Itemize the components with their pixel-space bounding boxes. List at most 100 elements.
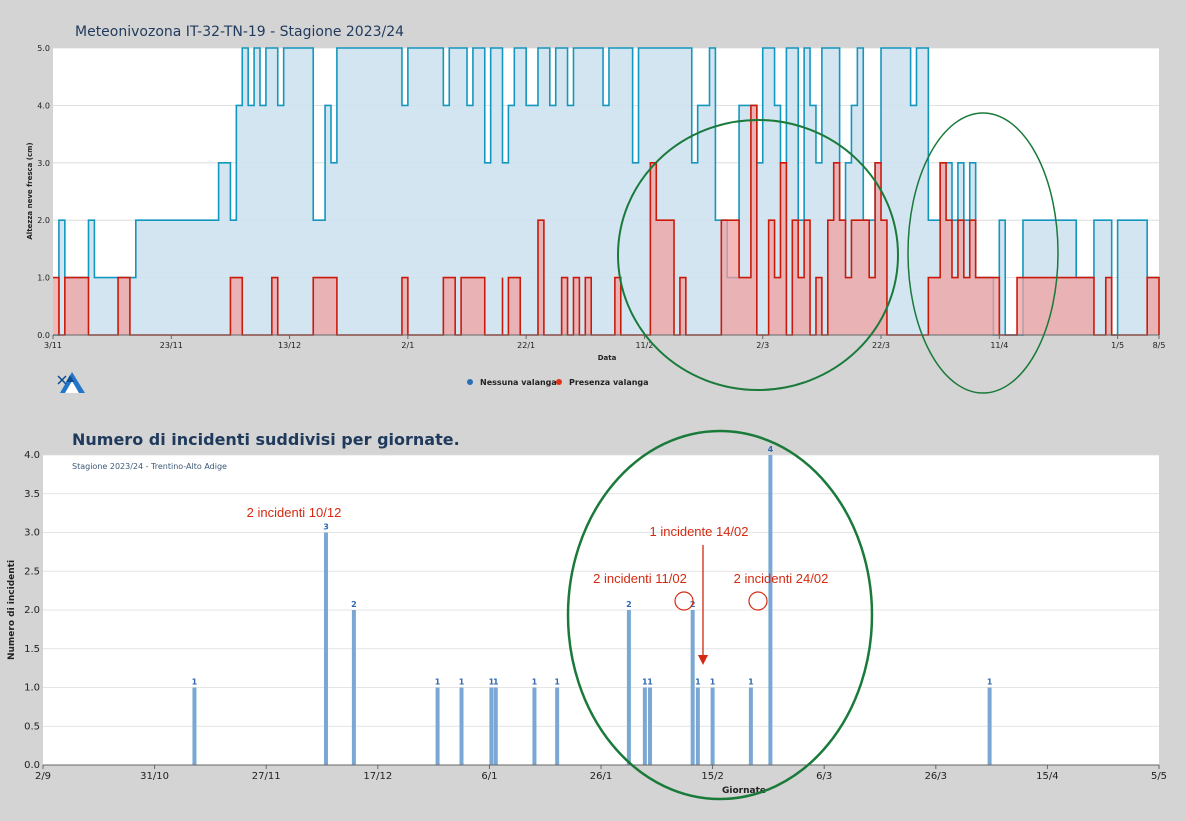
top-y-tick-label: 4.0 xyxy=(37,101,50,110)
bottom-y-tick-label: 0.0 xyxy=(24,760,40,771)
incident-bar-label: 2 xyxy=(626,600,632,609)
bottom-x-tick-label: 31/10 xyxy=(140,771,169,782)
bottom-y-tick-label: 0.5 xyxy=(24,721,40,732)
green-ellipse-top-right xyxy=(907,112,1059,394)
incident-bar-label: 1 xyxy=(532,678,538,687)
top-x-tick-label: 13/12 xyxy=(278,341,301,350)
top-y-ticks: 0.0 1.0 2.0 3.0 4.0 5.0 xyxy=(37,44,50,340)
legend-marker-nessuna xyxy=(467,379,473,385)
top-x-tick-label: 3/11 xyxy=(44,341,62,350)
incident-bar-label: 1 xyxy=(459,678,465,687)
bottom-y-axis-label: Numero di incidenti xyxy=(7,560,17,660)
top-x-axis-label: Data xyxy=(598,354,617,362)
bottom-x-tick-label: 6/3 xyxy=(816,771,832,782)
top-y-tick-label: 5.0 xyxy=(37,44,50,53)
incident-bar xyxy=(642,687,647,765)
green-ellipse-bottom xyxy=(566,429,874,801)
bottom-y-tick-label: 4.0 xyxy=(24,450,40,461)
incident-bar xyxy=(192,687,197,765)
bottom-x-tick-label: 6/1 xyxy=(481,771,497,782)
incident-bar xyxy=(748,687,753,765)
annotation-14-02: 1 incidente 14/02 xyxy=(649,524,748,539)
top-y-tick-label: 2.0 xyxy=(37,216,50,225)
top-chart-title: Meteonivozona IT-32-TN-19 - Stagione 202… xyxy=(75,24,404,40)
top-y-tick-label: 0.0 xyxy=(37,331,50,340)
top-y-tick-label: 3.0 xyxy=(37,159,50,168)
bottom-y-tick-label: 3.5 xyxy=(24,489,40,500)
bottom-x-tick-label: 2/9 xyxy=(35,771,51,782)
bottom-y-tick-label: 1.5 xyxy=(24,644,40,655)
bottom-y-tick-label: 2.0 xyxy=(24,605,40,616)
green-ellipse-top-left xyxy=(617,119,899,391)
incident-bar-label: 1 xyxy=(554,678,560,687)
incident-bar xyxy=(690,610,695,765)
bottom-x-tick-label: 15/2 xyxy=(701,771,723,782)
arrow-14-02-head xyxy=(698,655,708,665)
incident-bar-label: 1 xyxy=(695,678,701,687)
bottom-x-axis-label: Giornate xyxy=(722,786,766,796)
top-x-tick-label: 22/3 xyxy=(872,341,890,350)
highlight-circle-24-02 xyxy=(748,591,768,611)
bottom-x-tick-label: 26/1 xyxy=(590,771,612,782)
incident-bar xyxy=(323,532,328,765)
incident-bar xyxy=(555,687,560,765)
incident-bar-label: 2 xyxy=(351,600,357,609)
top-x-tick-label: 1/5 xyxy=(1111,341,1124,350)
incident-bar-label: 1 xyxy=(987,678,993,687)
bottom-x-ticks: 2/9 31/10 27/11 17/12 6/1 26/1 15/2 6/3 26/3 15/4… xyxy=(35,765,1167,782)
bottom-x-tick-label: 26/3 xyxy=(925,771,947,782)
legend-label-presenza: Presenza valanga xyxy=(569,378,649,387)
legend-marker-presenza xyxy=(556,379,562,385)
incident-bar xyxy=(493,687,498,765)
top-series-line-1 xyxy=(53,104,1160,336)
bottom-y-tick-label: 3.0 xyxy=(24,528,40,539)
top-x-tick-label: 11/2 xyxy=(635,341,653,350)
incident-bar-label: 1 xyxy=(710,678,716,687)
top-x-ticks: 3/11 23/11 13/12 2/1 22/1 11/2 2/3 22/3 11/4 1/5 8… xyxy=(44,335,1165,350)
bottom-y-tick-label: 1.0 xyxy=(24,683,40,694)
incident-bar-label: 3 xyxy=(323,523,329,532)
bottom-x-tick-label: 5/5 xyxy=(1151,771,1167,782)
incident-bar xyxy=(710,687,715,765)
top-x-tick-label: 11/4 xyxy=(990,341,1008,350)
incident-bar xyxy=(626,610,631,765)
top-x-tick-label: 23/11 xyxy=(160,341,183,350)
incident-bar xyxy=(489,687,494,765)
incident-bar-label: 1 xyxy=(489,678,495,687)
incident-bar xyxy=(695,687,700,765)
incident-bar xyxy=(459,687,464,765)
legend-label-nessuna: Nessuna valanga xyxy=(480,378,557,387)
top-series-group xyxy=(53,47,1160,336)
incident-bar xyxy=(435,687,440,765)
top-x-tick-label: 2/3 xyxy=(756,341,769,350)
incident-bar xyxy=(987,687,992,765)
top-y-tick-label: 1.0 xyxy=(37,274,50,283)
incident-bar xyxy=(648,687,653,765)
meteotrentino-logo xyxy=(57,372,85,393)
bottom-y-ticks: 0.0 0.5 1.0 1.5 2.0 2.5 3.0 3.5 4.0 xyxy=(24,450,40,771)
bottom-chart-subtitle: Stagione 2023/24 - Trentino-Alto Adige xyxy=(72,462,227,471)
annotation-11-02: 2 incidenti 11/02 xyxy=(593,571,687,586)
top-x-tick-label: 22/1 xyxy=(517,341,535,350)
top-x-tick-label: 2/1 xyxy=(401,341,414,350)
incident-bar xyxy=(351,610,356,765)
incident-bar-label: 4 xyxy=(768,445,774,454)
bottom-y-tick-label: 2.5 xyxy=(24,566,40,577)
top-y-axis-label: Altezza neve fresca (cm) xyxy=(26,142,34,239)
bottom-x-tick-label: 17/12 xyxy=(363,771,392,782)
bottom-x-tick-label: 15/4 xyxy=(1036,771,1058,782)
incident-bar xyxy=(532,687,537,765)
incident-bar xyxy=(768,455,773,765)
incident-bar-label: 1 xyxy=(192,678,198,687)
bottom-chart-title: Numero di incidenti suddivisi per giorna… xyxy=(72,430,460,449)
bottom-x-tick-label: 27/11 xyxy=(252,771,281,782)
highlight-circle-11-02 xyxy=(674,591,694,611)
incident-bar-label: 1 xyxy=(642,678,648,687)
incident-bar-label: 1 xyxy=(435,678,441,687)
incident-bar-label: 1 xyxy=(493,678,499,687)
top-x-tick-label: 8/5 xyxy=(1153,341,1166,350)
top-series-line-0 xyxy=(53,47,1159,336)
incident-bar-label: 1 xyxy=(647,678,653,687)
